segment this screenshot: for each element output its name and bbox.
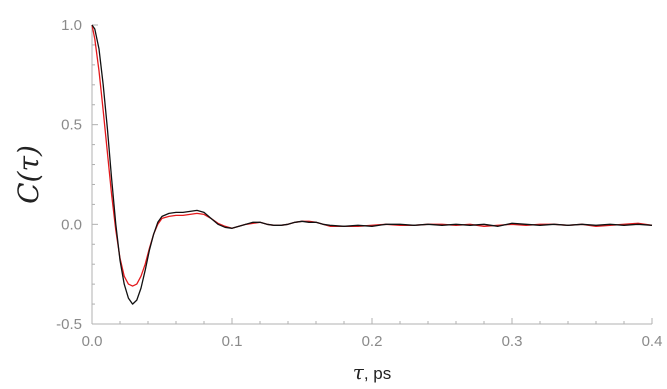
x-axis-title: τ, ps — [353, 360, 391, 384]
x-tick-label: 0.1 — [222, 333, 243, 350]
x-tick-label: 0.4 — [642, 333, 663, 350]
series-line-1 — [91, 24, 653, 305]
x-axis-ticks: 0.0 0.1 0.2 0.3 0.4 — [82, 318, 663, 350]
x-axis-label: τ, ps — [353, 360, 391, 384]
y-tick-label: 0.5 — [61, 117, 82, 134]
series-line-2 — [91, 24, 653, 287]
y-axis-ticks: -0.5 0.0 0.5 1.0 — [56, 17, 98, 333]
y-tick-label: 0.0 — [61, 216, 82, 233]
series-layer — [91, 24, 653, 305]
y-axis-label: C(τ) — [12, 145, 45, 204]
y-tick-label: 1.0 — [61, 17, 82, 34]
y-axis-title: C(τ) — [12, 145, 45, 204]
x-tick-label: 0.0 — [82, 333, 103, 350]
plot-frame — [91, 25, 652, 325]
x-tick-label: 0.2 — [362, 333, 383, 350]
x-tick-label: 0.3 — [502, 333, 523, 350]
y-tick-label: -0.5 — [56, 316, 82, 333]
